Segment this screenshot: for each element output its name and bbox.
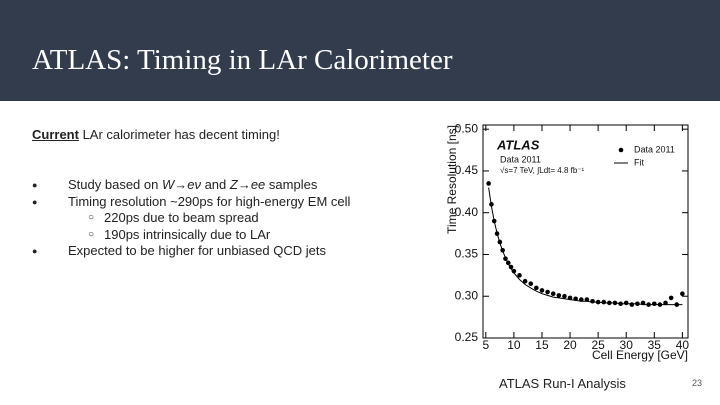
- data-point: [528, 281, 534, 287]
- x-tick-label: 5: [482, 338, 489, 352]
- bullet-text: 220ps due to beam spread: [104, 210, 259, 225]
- page-number: 23: [692, 378, 703, 388]
- data-point: [652, 301, 657, 307]
- data-point: [668, 295, 674, 301]
- header-band: ATLAS: Timing in LAr Calorimeter: [0, 0, 720, 101]
- data-point: [663, 300, 668, 306]
- data-point: [550, 291, 556, 297]
- bullet-text: Study based on: [68, 177, 162, 192]
- x-axis-title: Cell Energy [GeV]: [592, 348, 688, 362]
- lead-text: Current LAr calorimeter has decent timin…: [32, 127, 280, 142]
- data-point: [629, 302, 635, 307]
- bullet-text: and: [200, 177, 230, 192]
- fit-line: [488, 187, 683, 306]
- y-tick-label: 0.50: [455, 121, 479, 135]
- data-point: [545, 289, 550, 295]
- data-point: [522, 278, 528, 284]
- bullet-list: Study based on W→eν and Z→ee samplesTimi…: [32, 177, 350, 260]
- y-tick-label: 0.40: [455, 205, 479, 219]
- x-tick-label: 30: [620, 338, 634, 352]
- y-tick-label: 0.30: [455, 288, 479, 302]
- bullet-item: 220ps due to beam spread: [32, 210, 350, 227]
- caption: ATLAS Run-I Analysis: [499, 376, 626, 391]
- bullet-item: Timing resolution ~290ps for high-energy…: [32, 194, 350, 211]
- x-tick-label: 10: [507, 338, 521, 352]
- data-point: [562, 293, 567, 299]
- data-point: [486, 181, 491, 186]
- bullet-item: 190ps intrinsically due to LAr: [32, 227, 350, 244]
- bullet-text: Z→ee: [229, 177, 266, 192]
- lead-emphasis: Current: [32, 127, 79, 142]
- lead-body: LAr calorimeter has decent timing!: [78, 127, 280, 142]
- legend-label: Fit: [634, 157, 644, 167]
- y-tick-label: 0.45: [455, 163, 479, 177]
- data-point: [623, 300, 629, 306]
- data-point: [517, 273, 522, 278]
- bullet-text: 190ps intrinsically due to LAr: [104, 226, 271, 242]
- legend-marker: [618, 147, 624, 153]
- y-axis-title: Time Resolution [ns]: [445, 125, 459, 234]
- annotation: ATLAS: [496, 137, 540, 152]
- x-tick-label: 20: [563, 338, 577, 352]
- y-tick-label: 0.25: [455, 330, 479, 344]
- bullet-text: Expected to be higher for unbiased QCD j…: [68, 243, 326, 258]
- data-point: [601, 299, 607, 305]
- bullet-text: Timing resolution ~290ps for high-energy…: [68, 193, 351, 209]
- plot-frame: [482, 124, 689, 339]
- x-tick-label: 35: [648, 338, 662, 352]
- data-point: [534, 285, 539, 291]
- bullet-text: W→eν: [161, 177, 201, 192]
- data-point: [539, 288, 545, 293]
- x-tick-label: 40: [676, 338, 690, 352]
- data-point: [590, 298, 595, 304]
- legend-label: Data 2011: [634, 144, 675, 154]
- x-tick-label: 15: [535, 338, 549, 352]
- data-point: [680, 291, 685, 297]
- bullet-item: Study based on W→eν and Z→ee samples: [32, 177, 350, 194]
- data-point: [556, 293, 562, 298]
- annotation: Data 2011: [500, 154, 541, 164]
- bullet-text: samples: [265, 177, 318, 192]
- x-tick-label: 25: [591, 338, 605, 352]
- data-point: [511, 268, 517, 274]
- bullet-item: Expected to be higher for unbiased QCD j…: [32, 243, 350, 260]
- annotation: √s=7 TeV, ∫Ldt= 4.8 fb⁻¹: [500, 166, 585, 175]
- slide-title: ATLAS: Timing in LAr Calorimeter: [32, 44, 453, 76]
- y-tick-label: 0.35: [455, 247, 479, 261]
